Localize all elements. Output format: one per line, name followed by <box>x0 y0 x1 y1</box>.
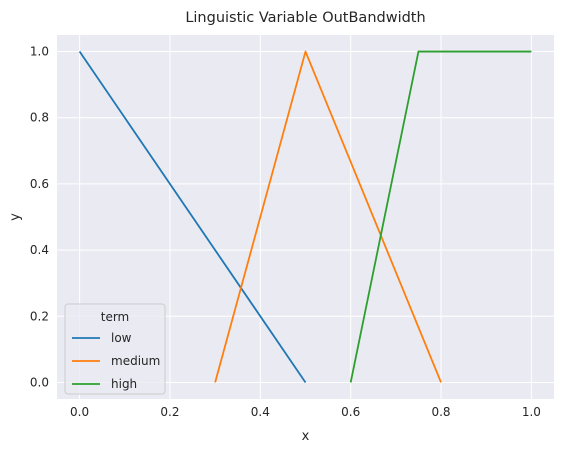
x-tick-labels: 0.0 0.2 0.4 0.6 0.8 1.0 <box>70 405 541 419</box>
x-tick-label: 1.0 <box>522 405 541 419</box>
x-tick-label: 0.6 <box>341 405 360 419</box>
y-tick-label: 0.4 <box>30 243 49 257</box>
legend-items: low medium high <box>72 331 160 391</box>
y-tick-label: 0.6 <box>30 177 49 191</box>
y-axis-label: y <box>8 213 23 221</box>
series-line-high <box>349 50 532 383</box>
legend: term low medium high <box>64 303 166 395</box>
series-lines <box>78 50 532 383</box>
y-tick-label: 1.0 <box>30 45 49 59</box>
x-tick-label: 0.2 <box>160 405 179 419</box>
legend-box <box>64 303 166 395</box>
y-tick-labels: 0.0 0.2 0.4 0.6 0.8 1.0 <box>30 45 49 390</box>
legend-title: term <box>101 310 130 324</box>
series-line-low <box>78 51 307 383</box>
x-tick-label: 0.8 <box>431 405 450 419</box>
x-tick-label: 0.4 <box>251 405 270 419</box>
legend-label-low: low <box>111 331 132 345</box>
legend-label-medium: medium <box>111 354 160 368</box>
y-tick-label: 0.2 <box>30 309 49 323</box>
x-axis-label: x <box>302 429 310 444</box>
legend-label-high: high <box>111 377 137 391</box>
x-tick-label: 0.0 <box>70 405 89 419</box>
y-tick-label: 0.0 <box>30 375 49 389</box>
y-tick-label: 0.8 <box>30 111 49 125</box>
chart-title: Linguistic Variable OutBandwidth <box>185 10 425 26</box>
series-line-medium <box>214 50 442 383</box>
